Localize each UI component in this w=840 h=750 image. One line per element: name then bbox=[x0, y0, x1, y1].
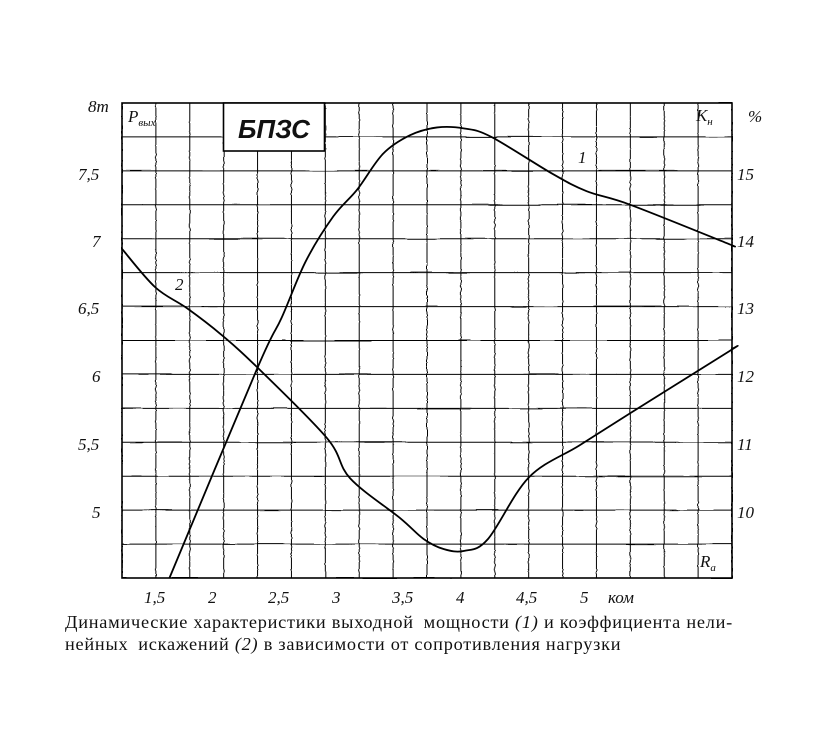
svg-text:6,5: 6,5 bbox=[78, 299, 99, 318]
svg-text:13: 13 bbox=[737, 299, 754, 318]
svg-text:1,5: 1,5 bbox=[144, 588, 165, 607]
svg-text:1: 1 bbox=[578, 148, 587, 167]
svg-text:8т: 8т bbox=[88, 97, 109, 116]
svg-text:Rа: Rа bbox=[699, 552, 716, 574]
svg-text:2: 2 bbox=[208, 588, 217, 607]
svg-text:5: 5 bbox=[580, 588, 589, 607]
svg-text:10: 10 bbox=[737, 503, 755, 522]
svg-text:6: 6 bbox=[92, 367, 101, 386]
svg-text:Кн: Кн bbox=[695, 106, 713, 128]
svg-text:11: 11 bbox=[737, 435, 753, 454]
svg-text:ком: ком bbox=[608, 588, 634, 607]
svg-text:5: 5 bbox=[92, 503, 101, 522]
svg-text:7: 7 bbox=[92, 232, 102, 251]
svg-text:12: 12 bbox=[737, 367, 755, 386]
svg-text:3: 3 bbox=[331, 588, 341, 607]
svg-text:2: 2 bbox=[175, 275, 184, 294]
svg-text:5,5: 5,5 bbox=[78, 435, 99, 454]
svg-text:3,5: 3,5 bbox=[391, 588, 413, 607]
svg-text:Pвых: Pвых bbox=[127, 107, 156, 129]
svg-text:14: 14 bbox=[737, 232, 755, 251]
svg-text:15: 15 bbox=[737, 165, 754, 184]
svg-text:БПЗС: БПЗС bbox=[238, 114, 311, 144]
svg-text:%: % bbox=[748, 107, 762, 126]
svg-text:2,5: 2,5 bbox=[268, 588, 289, 607]
svg-text:4: 4 bbox=[456, 588, 465, 607]
svg-text:7,5: 7,5 bbox=[78, 165, 99, 184]
svg-text:4,5: 4,5 bbox=[516, 588, 537, 607]
